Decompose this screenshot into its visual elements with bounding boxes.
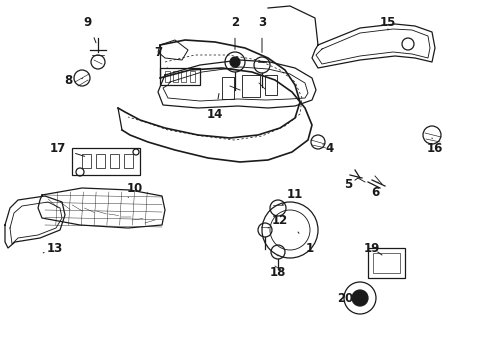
FancyBboxPatch shape	[367, 248, 404, 278]
Text: 9: 9	[84, 15, 96, 43]
FancyBboxPatch shape	[82, 154, 91, 168]
FancyBboxPatch shape	[72, 148, 140, 175]
Text: 19: 19	[363, 242, 381, 255]
Ellipse shape	[269, 210, 309, 250]
FancyBboxPatch shape	[164, 71, 170, 82]
Text: 12: 12	[267, 213, 287, 228]
Text: 8: 8	[64, 73, 82, 86]
FancyBboxPatch shape	[124, 154, 133, 168]
Circle shape	[229, 57, 240, 67]
FancyBboxPatch shape	[96, 154, 105, 168]
Text: 17: 17	[50, 141, 84, 156]
Text: 10: 10	[126, 181, 143, 198]
Text: 4: 4	[322, 141, 333, 154]
Text: 7: 7	[154, 45, 167, 67]
FancyBboxPatch shape	[264, 75, 276, 95]
FancyBboxPatch shape	[372, 253, 399, 273]
Text: 13: 13	[43, 242, 63, 255]
FancyBboxPatch shape	[190, 71, 195, 82]
Text: 2: 2	[230, 15, 239, 49]
FancyBboxPatch shape	[173, 71, 178, 82]
Text: 15: 15	[379, 15, 395, 30]
Text: 14: 14	[206, 94, 223, 122]
FancyBboxPatch shape	[222, 77, 234, 99]
Text: 3: 3	[257, 15, 265, 53]
Text: 16: 16	[426, 138, 442, 154]
Text: 1: 1	[297, 232, 313, 255]
FancyBboxPatch shape	[242, 75, 260, 97]
Text: 11: 11	[282, 189, 303, 205]
Ellipse shape	[262, 202, 317, 258]
Text: 5: 5	[343, 178, 357, 192]
FancyBboxPatch shape	[110, 154, 119, 168]
Circle shape	[351, 290, 367, 306]
FancyBboxPatch shape	[160, 68, 200, 85]
Text: 20: 20	[336, 292, 359, 305]
FancyBboxPatch shape	[181, 71, 185, 82]
Text: 6: 6	[370, 182, 378, 198]
Text: 18: 18	[269, 255, 285, 279]
